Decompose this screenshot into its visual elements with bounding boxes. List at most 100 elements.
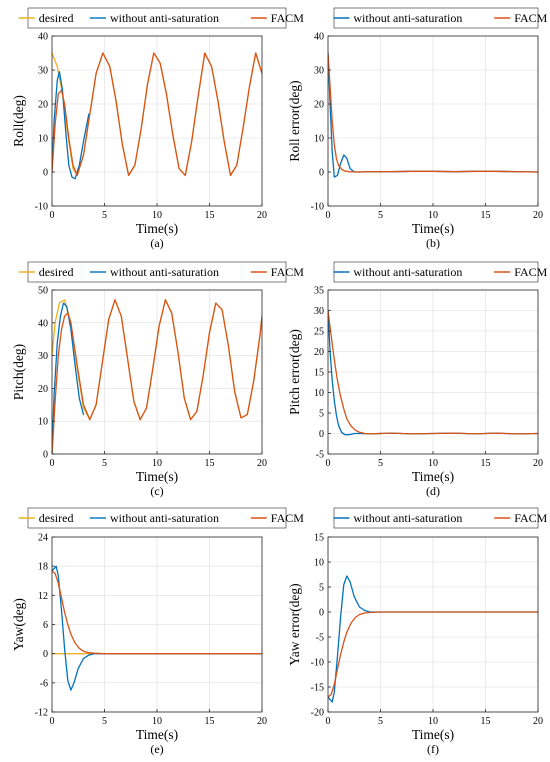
x-tick-label: 15 (205, 458, 215, 469)
series-line-facm (328, 611, 538, 698)
x-tick-label: 20 (257, 716, 267, 727)
legend-label: FACM (514, 11, 547, 25)
y-tick-label: 0 (319, 429, 324, 440)
y-tick-label: 30 (314, 66, 324, 77)
legend: desired without anti-saturation FACM (18, 7, 304, 29)
legend-label: FACM (271, 511, 304, 525)
y-tick-label: 20 (38, 100, 48, 111)
y-tick-label: 30 (38, 351, 48, 362)
panel-label: (c) (150, 484, 163, 498)
y-tick-label: -5 (316, 633, 324, 644)
y-tick-label: 5 (319, 583, 324, 594)
legend-label: without anti-saturation (110, 265, 219, 279)
legend-label: without anti-saturation (353, 511, 462, 525)
x-tick-label: 5 (102, 210, 107, 221)
x-tick-label: 15 (205, 210, 215, 221)
legend-label: without anti-saturation (353, 265, 462, 279)
y-tick-label: 0 (319, 608, 324, 619)
y-tick-label: 30 (38, 66, 48, 77)
y-tick-label: 40 (314, 32, 324, 43)
series-line-facm (328, 309, 538, 435)
y-tick-label: 15 (314, 533, 324, 544)
x-tick-label: 10 (152, 210, 162, 221)
y-tick-label: 20 (314, 347, 324, 358)
chart-panel-c: 0 5 10 15 20 0 10 20 30 40 50 Time(s)(c) Pitch(deg) d… (11, 261, 304, 498)
series-line-facm (52, 52, 262, 177)
x-tick-label: 0 (50, 458, 55, 469)
x-tick-label: 5 (378, 458, 383, 469)
y-tick-label: 24 (38, 533, 48, 544)
x-tick-label: 20 (257, 210, 267, 221)
legend-label: without anti-saturation (110, 511, 219, 525)
x-tick-label: 5 (378, 716, 383, 727)
y-tick-label: 30 (314, 306, 324, 317)
y-tick-label: 18 (38, 562, 48, 573)
series-line-without (52, 302, 85, 454)
legend-label: FACM (514, 265, 547, 279)
y-axis-label: Pitch(deg) (11, 344, 26, 400)
legend-label: without anti-saturation (353, 11, 462, 25)
legend: without anti-saturation FACM (333, 261, 548, 283)
legend-label: desired (39, 11, 74, 25)
x-tick-label: 0 (50, 716, 55, 727)
x-tick-label: 10 (152, 716, 162, 727)
legend-label: FACM (514, 511, 547, 525)
x-tick-label: 0 (50, 210, 55, 221)
y-tick-label: 40 (38, 318, 48, 329)
x-tick-label: 10 (152, 458, 162, 469)
y-tick-label: 20 (38, 384, 48, 395)
chart-panel-f: 0 5 10 15 20 -20 -15 -10 -5 0 5 10 15 Time(s)(f) Yaw e… (287, 507, 548, 756)
y-tick-label: 15 (314, 368, 324, 379)
y-tick-label: 10 (38, 134, 48, 145)
x-tick-label: 5 (378, 210, 383, 221)
legend-label: FACM (271, 11, 304, 25)
x-tick-label: 10 (428, 716, 438, 727)
x-tick-label: 15 (481, 210, 491, 221)
y-axis-label: Yaw(deg) (11, 598, 26, 651)
y-tick-label: -15 (311, 683, 324, 694)
x-axis-label: Time(s) (412, 221, 454, 236)
y-tick-label: -5 (316, 450, 324, 461)
x-axis-label: Time(s) (136, 221, 178, 236)
legend-label: FACM (271, 265, 304, 279)
x-tick-label: 15 (205, 716, 215, 727)
y-tick-label: 10 (314, 134, 324, 145)
chart-panel-a: 0 5 10 15 20-10010203040Time(s)(a)Roll(deg)d… (11, 7, 304, 250)
y-tick-label: 0 (43, 649, 48, 660)
y-axis-label: Roll(deg) (11, 95, 26, 147)
panel-label: (f) (427, 742, 439, 756)
x-axis-label: Time(s) (412, 469, 454, 484)
y-axis-label: Yaw error(deg) (287, 583, 302, 665)
y-tick-label: 10 (314, 388, 324, 399)
x-axis-label: Time(s) (136, 469, 178, 484)
y-tick-label: -12 (35, 708, 48, 719)
x-tick-label: 20 (533, 716, 543, 727)
chart-panel-d: 0 5 10 15 20-505101520253035Time(s)(d)Pitch … (287, 261, 548, 498)
y-tick-label: 50 (38, 286, 48, 297)
y-tick-label: 40 (38, 32, 48, 43)
x-tick-label: 0 (326, 458, 331, 469)
y-tick-label: 0 (319, 168, 324, 179)
y-tick-label: -20 (311, 708, 324, 719)
y-tick-label: -10 (311, 658, 324, 669)
series-line-facm (328, 52, 538, 173)
x-tick-label: 10 (428, 210, 438, 221)
panel-label: (a) (150, 236, 163, 250)
x-tick-label: 10 (428, 458, 438, 469)
y-tick-label: -10 (311, 202, 324, 213)
legend: without anti-saturation FACM (333, 7, 548, 29)
panel-label: (b) (426, 236, 440, 250)
legend-label: desired (39, 511, 74, 525)
y-tick-label: 10 (38, 417, 48, 428)
x-tick-label: 5 (102, 716, 107, 727)
y-tick-label: 35 (314, 286, 324, 297)
y-tick-label: 12 (38, 591, 48, 602)
y-tick-label: 6 (43, 620, 48, 631)
legend-label: without anti-saturation (110, 11, 219, 25)
x-tick-label: 5 (102, 458, 107, 469)
series-line-without (52, 71, 90, 180)
legend: desired without anti-saturation FACM (18, 507, 304, 529)
y-axis-label: Pitch error(deg) (287, 329, 302, 415)
